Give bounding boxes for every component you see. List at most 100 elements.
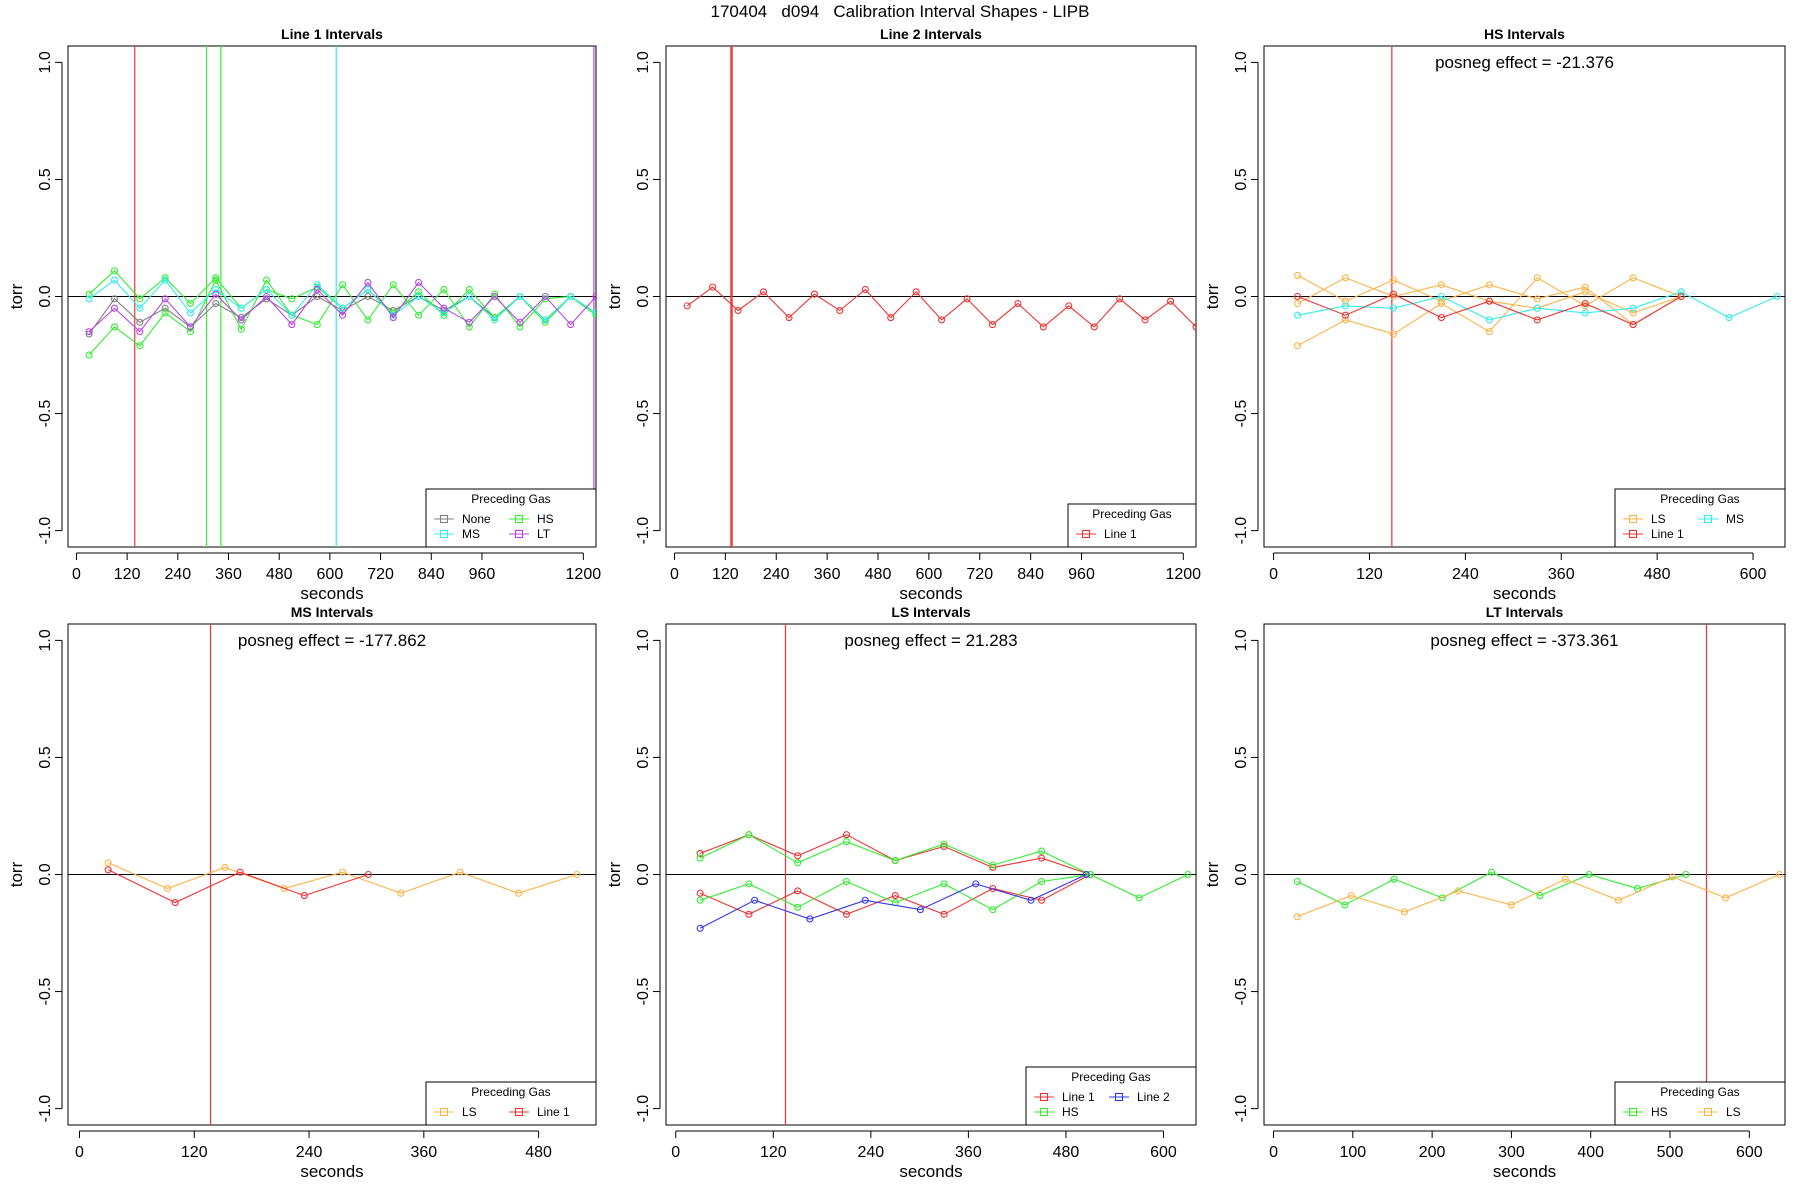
data-point bbox=[221, 863, 229, 872]
data-point bbox=[516, 323, 524, 331]
data-point bbox=[1775, 870, 1783, 879]
y-tick-label: 0.0 bbox=[1233, 285, 1250, 307]
data-point bbox=[696, 889, 704, 897]
data-point bbox=[887, 314, 895, 322]
data-point bbox=[1437, 297, 1445, 305]
data-point bbox=[212, 299, 220, 308]
y-tick-label: -1.0 bbox=[635, 517, 652, 545]
x-tick-label: 960 bbox=[469, 566, 496, 583]
data-point bbox=[1014, 299, 1022, 308]
x-tick-label: 960 bbox=[1068, 566, 1095, 583]
data-point bbox=[842, 831, 851, 839]
data-point bbox=[794, 887, 802, 895]
data-point bbox=[171, 899, 179, 907]
plot-area bbox=[1264, 46, 1785, 547]
data-point bbox=[1341, 316, 1350, 324]
data-point bbox=[683, 302, 691, 310]
series-line bbox=[1297, 873, 1780, 918]
y-tick-label: 1.0 bbox=[37, 629, 54, 651]
series-line bbox=[107, 869, 369, 904]
data-point bbox=[696, 924, 704, 932]
y-tick-label: -0.5 bbox=[37, 978, 54, 1006]
data-point bbox=[1039, 323, 1047, 331]
legend-label: Line 2 bbox=[1137, 1090, 1170, 1104]
y-tick-label: -0.5 bbox=[1233, 400, 1250, 428]
data-point bbox=[1141, 316, 1149, 324]
x-tick-label: 0 bbox=[1269, 1144, 1278, 1161]
x-tick-label: 240 bbox=[857, 1144, 884, 1161]
y-axis-label: torr bbox=[7, 861, 26, 887]
x-tick-label: 0 bbox=[75, 1144, 84, 1161]
data-point bbox=[262, 285, 271, 294]
data-point bbox=[161, 309, 169, 317]
data-point bbox=[1485, 297, 1493, 305]
data-point bbox=[136, 304, 144, 312]
y-tick-label: -0.5 bbox=[37, 400, 54, 428]
data-point bbox=[1629, 321, 1637, 329]
x-axis-label: seconds bbox=[899, 1162, 962, 1181]
y-tick-label: 1.0 bbox=[37, 51, 54, 73]
data-point bbox=[963, 295, 971, 303]
data-point bbox=[280, 884, 288, 893]
data-point bbox=[891, 856, 899, 865]
data-point bbox=[338, 868, 347, 876]
data-point bbox=[940, 910, 948, 918]
posneg-annotation: posneg effect = -373.361 bbox=[1430, 631, 1618, 650]
legend-label: LS bbox=[1726, 1105, 1741, 1119]
series-line bbox=[88, 278, 596, 356]
y-axis-label: torr bbox=[605, 283, 624, 309]
y-tick-label: -1.0 bbox=[1233, 1095, 1250, 1123]
chart-title: LT Intervals bbox=[1486, 604, 1564, 620]
posneg-annotation: posneg effect = 21.283 bbox=[844, 631, 1017, 650]
data-point bbox=[1389, 276, 1398, 284]
data-point bbox=[236, 868, 244, 876]
x-tick-label: 840 bbox=[418, 566, 445, 583]
x-tick-label: 480 bbox=[865, 566, 892, 583]
data-point bbox=[1038, 847, 1046, 855]
data-point bbox=[440, 285, 448, 294]
x-tick-label: 120 bbox=[114, 566, 141, 583]
y-tick-label: 0.0 bbox=[37, 863, 54, 885]
y-tick-label: 1.0 bbox=[1233, 629, 1250, 651]
data-point bbox=[136, 318, 144, 326]
data-point bbox=[110, 276, 119, 284]
legend-swatch-marker bbox=[1114, 1092, 1124, 1102]
data-point bbox=[1488, 868, 1496, 876]
data-point bbox=[1773, 292, 1781, 301]
data-point bbox=[1677, 288, 1685, 296]
data-point bbox=[85, 295, 93, 303]
series-line bbox=[686, 286, 1196, 328]
y-axis-label: torr bbox=[1203, 283, 1222, 309]
y-tick-label: 0.5 bbox=[635, 168, 652, 190]
data-point bbox=[989, 861, 997, 869]
data-point bbox=[1454, 887, 1462, 895]
y-tick-label: -1.0 bbox=[635, 1095, 652, 1123]
y-tick-label: -1.0 bbox=[1233, 517, 1250, 545]
y-tick-label: -1.0 bbox=[37, 517, 54, 545]
data-point bbox=[491, 316, 499, 324]
data-point bbox=[891, 892, 899, 900]
y-tick-label: 1.0 bbox=[1233, 51, 1250, 73]
data-point bbox=[389, 281, 397, 289]
data-point bbox=[389, 314, 397, 322]
data-point bbox=[940, 840, 948, 848]
y-tick-label: 0.0 bbox=[1233, 863, 1250, 885]
data-point bbox=[1293, 913, 1301, 921]
legend-label: Line 1 bbox=[1062, 1090, 1095, 1104]
chart-panel: LT Intervals 0 100 200 300 400 500 600 seconds -1… bbox=[1203, 604, 1786, 1181]
data-point bbox=[237, 325, 245, 333]
data-point bbox=[364, 278, 372, 287]
series-line bbox=[699, 874, 1091, 915]
data-point bbox=[696, 896, 704, 904]
data-point bbox=[1294, 342, 1302, 350]
data-point bbox=[136, 328, 144, 336]
data-point bbox=[1341, 901, 1349, 909]
legend-label: HS bbox=[1651, 1105, 1668, 1119]
data-point bbox=[759, 288, 768, 296]
data-point bbox=[1038, 877, 1046, 886]
x-tick-label: 1200 bbox=[566, 566, 602, 583]
y-tick-label: -0.5 bbox=[1233, 978, 1250, 1006]
data-point bbox=[1116, 295, 1124, 303]
data-point bbox=[339, 281, 347, 289]
x-tick-label: 300 bbox=[1498, 1144, 1525, 1161]
